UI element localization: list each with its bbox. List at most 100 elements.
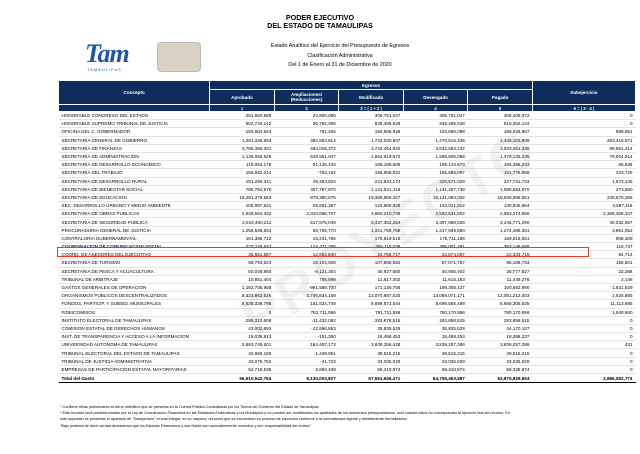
row-concept: SECRETARIA GENERAL DE GOBIERNO [58,136,210,145]
row-value: 34,170,107 [467,324,533,334]
row-value: 3,245,771,290 [467,217,533,227]
row-value: 1,540,660 [532,308,636,317]
table-body: HONORABLE CONGRESO DEL ESTADO 281,660,988… [58,111,636,375]
row-value: 295,310,608 [209,316,275,325]
row-value: 50,048,984 [209,267,275,276]
row-concept: COORD. DE ASESORES DEL EJECUTIVO [58,250,210,260]
row-value: 107,898,550 [338,258,404,268]
row-value: 839,495,528 [338,119,404,129]
table-row: SECRETARIA DEL TRABAJO 156,662,014 -753,19… [58,168,636,178]
row-concept: SECRETARIA DE PESCA Y ACUACULTURA [58,267,210,276]
row-value: 283,858,515 [403,316,468,325]
row-value: 3,533,351,336 [467,144,533,153]
row-concept: TRIBUNAL DE ARBITRAJE [58,275,210,284]
row-value: 169,305,127 [403,283,468,293]
row-value: 18,488,453 [338,332,404,342]
row-value: 33,035,029 [467,357,533,366]
row-value: -1,449,951 [274,348,339,358]
row-value: 175,711,186 [403,234,468,244]
row-value: 1,664,619,672 [338,152,404,162]
row-concept: SECRETARIA DE EDUCACION [58,193,210,203]
row-value: 165,396,233 [467,160,533,170]
header-devengado: Devengado [402,89,469,105]
row-value: 1,162,705,958 [209,283,275,293]
row-value: 1,449,103,809 [467,136,533,145]
row-concept: SECRETARIA DE TURISMO [58,258,210,268]
row-value: 0 [532,357,636,366]
row-value: 1,585,505,058 [403,152,468,162]
row-value: 283,878,515 [338,316,404,325]
row-value: 281,660,988 [209,111,275,121]
header-number: 3 = ( 1 + 2 ) [338,104,404,112]
row-value: 171,136,756 [338,283,404,293]
total-value: 67,551,546,471 [338,373,404,383]
row-concept: CONTRALORIA GUBERNAMENTAL [58,234,210,244]
row-concept: SEC. DESARROLLO URBANO Y MEDIO AMBIENTE [58,201,210,211]
row-concept: INSTITUTO ELECTORAL DE TAMAULIPAS [58,316,210,325]
row-value: 193,804,544 [209,127,275,137]
table-row: EMPRESAS DE PARTICIPACION ESTATAL MAYORI… [58,365,636,375]
table-row: INST. DE TRANSPARENCIA Y ACCESO A LA INF… [58,332,636,342]
row-value: 0 [532,316,636,325]
row-value: 908,309 [532,234,636,244]
row-value: 176,619,518 [338,234,404,244]
row-value: 2,010,656,707 [274,209,339,219]
row-value: 238,575,265 [532,193,636,203]
header-modificado: Modificado [338,89,404,105]
header-number: 1 [209,104,275,112]
row-value: 40,905,402 [403,267,468,276]
row-value: 3,861,052 [532,226,636,235]
row-value: 431 [532,340,636,350]
classification: Clasificación Administrativa [307,52,373,59]
table-row: SECRETARIA DE SEGURIDAD PUBLICA 2,919,490… [58,217,636,227]
table-row: SECRETARIA DE BIENESTAR SOCIAL 786,764,57… [58,185,636,194]
row-value: 0 [209,308,275,317]
row-value: 35,835,529 [338,324,404,334]
row-value: 1,141,257,738 [403,185,468,194]
row-value: 58,410,974 [403,365,468,375]
row-value: 395,118,038 [338,242,404,252]
row-concept: SECRETARIA DE OBRAS PUBLICAS [58,209,210,219]
row-value: 3,742,454,940 [338,144,404,153]
row-value: -991,568,700 [274,283,339,293]
row-value: 19,121,084,032 [403,193,468,203]
report-title: Estado Analítico del Ejercicio del Presu… [270,43,410,49]
row-value: 2,949,564,322 [209,209,275,219]
row-value: 3,694,438 [274,365,339,375]
table-row: SECRETARIA GENERAL DE GOBIERNO 1,291,346,… [58,136,636,145]
table-row: TRIBUNAL DE ARBITRAJE 10,851,404 765,898 11… [58,275,636,284]
row-value: 4,960,210,749 [338,209,404,219]
table-row: TRIBUNAL DE JUSTICIA ADMINISTRATIVA 33,07… [58,357,636,366]
row-value: 878,380,675 [274,193,339,203]
row-value: 161,388,712 [209,234,275,244]
row-value: 8,699,873,544 [338,299,404,309]
row-value: 999,851 [532,127,636,137]
table-row: SECRETARIA DE EDUCACION 18,491,378,563 878… [58,193,636,203]
table-row: COMISION ESTATAL DE DERECHOS HUMANOS 43,0… [58,324,636,334]
row-value: 1,274,488,261 [467,226,533,235]
row-concept: UNIVERSIDAD AUTONOMA DE TAMAULIPAS [58,340,210,350]
row-concept: GASTOS GENERALES DE OPERACION [58,283,210,293]
logo-subtext: TAMAULIPAS [87,67,122,72]
footnote: * Contiene cifras preliminares al cierre… [60,405,319,409]
table-row: FIDEICOMISOS 0 781,711,596 781,711,596 780,1… [58,308,636,317]
row-value: 39,515,215 [467,348,533,358]
row-value: -12,966,863 [274,324,339,334]
row-value: 8,538,338,796 [209,299,275,309]
title-line-1: PODER EJECUTIVO [285,13,355,22]
footnote: "Bajo protesta de decir verdad declaramo… [60,423,312,428]
row-value: -753,192 [274,168,339,178]
row-value: 169,143,673 [403,160,468,170]
footnote: este supuesto es presentar el apartado d… [60,417,408,422]
row-value: 13,068,071,171 [403,291,468,301]
row-value: 22,268 [532,267,636,276]
row-value: 2,366,458,347 [532,209,636,219]
row-value: 51,135,433 [274,160,339,170]
row-value: 22,674,097 [403,250,468,260]
row-value: 1,478,133,235 [467,152,533,162]
footnote: * Este formato será predeterminado por l… [60,411,510,416]
row-value: 39,515,215 [403,348,468,358]
footnotes: * Contiene cifras preliminares al cierre… [60,404,635,429]
total-label: Total del Gasto [58,373,210,383]
row-value: 2,625,855 [532,291,636,301]
